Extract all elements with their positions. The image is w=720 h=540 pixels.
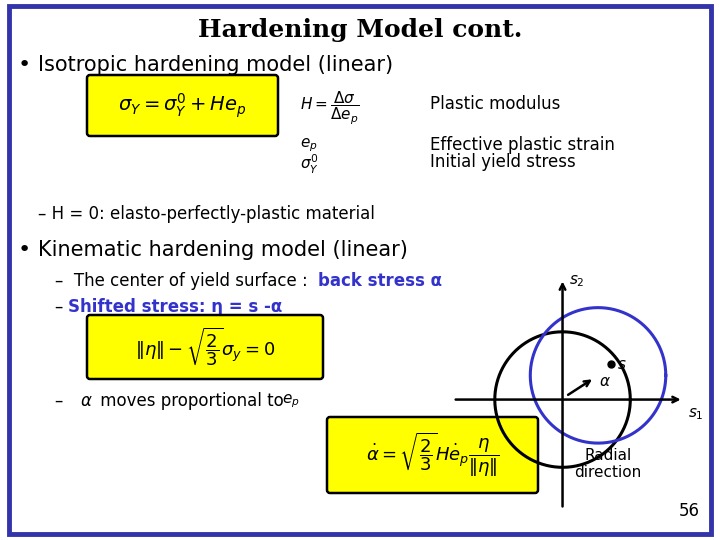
Text: $\dot{\alpha} = \sqrt{\dfrac{2}{3}}H\dot{e}_p\dfrac{\eta}{\|\eta\|}$: $\dot{\alpha} = \sqrt{\dfrac{2}{3}}H\dot… [366,431,500,479]
Text: •: • [18,240,31,260]
FancyBboxPatch shape [87,315,323,379]
Text: 56: 56 [679,502,700,520]
Text: moves proportional to: moves proportional to [95,392,289,410]
Text: –: – [55,298,68,316]
Text: $\sigma_Y = \sigma_Y^0 + He_p$: $\sigma_Y = \sigma_Y^0 + He_p$ [118,91,247,120]
FancyBboxPatch shape [87,75,278,136]
Text: $H = \dfrac{\Delta\sigma}{\Delta e_p}$: $H = \dfrac{\Delta\sigma}{\Delta e_p}$ [300,90,359,127]
Text: back stress α: back stress α [318,272,442,290]
Text: –: – [55,392,74,410]
Text: $e_p$: $e_p$ [300,136,318,153]
Text: $\alpha$: $\alpha$ [80,392,93,410]
Text: Effective plastic strain: Effective plastic strain [430,136,615,154]
Text: Kinematic hardening model (linear): Kinematic hardening model (linear) [38,240,408,260]
Text: – H = 0: elasto-perfectly-plastic material: – H = 0: elasto-perfectly-plastic materi… [38,205,375,223]
Text: Radial
direction: Radial direction [575,448,642,481]
Text: •: • [18,55,31,75]
Text: Shifted stress: η = s -α: Shifted stress: η = s -α [68,298,282,316]
Text: Hardening Model cont.: Hardening Model cont. [198,18,522,42]
Text: Initial yield stress: Initial yield stress [430,153,576,171]
Text: $\|\eta\| - \sqrt{\dfrac{2}{3}}\sigma_y = 0$: $\|\eta\| - \sqrt{\dfrac{2}{3}}\sigma_y … [135,326,275,368]
FancyBboxPatch shape [327,417,538,493]
Text: Plastic modulus: Plastic modulus [430,95,560,113]
Text: $s_2$: $s_2$ [569,274,585,289]
Text: Isotropic hardening model (linear): Isotropic hardening model (linear) [38,55,393,75]
Text: $\alpha$: $\alpha$ [599,374,611,388]
Text: $s$: $s$ [617,356,627,372]
Text: $\sigma_Y^0$: $\sigma_Y^0$ [300,153,319,176]
Text: –  The center of yield surface :: – The center of yield surface : [55,272,313,290]
Text: $s_1$: $s_1$ [688,406,704,422]
Text: $e_p$: $e_p$ [282,392,300,410]
